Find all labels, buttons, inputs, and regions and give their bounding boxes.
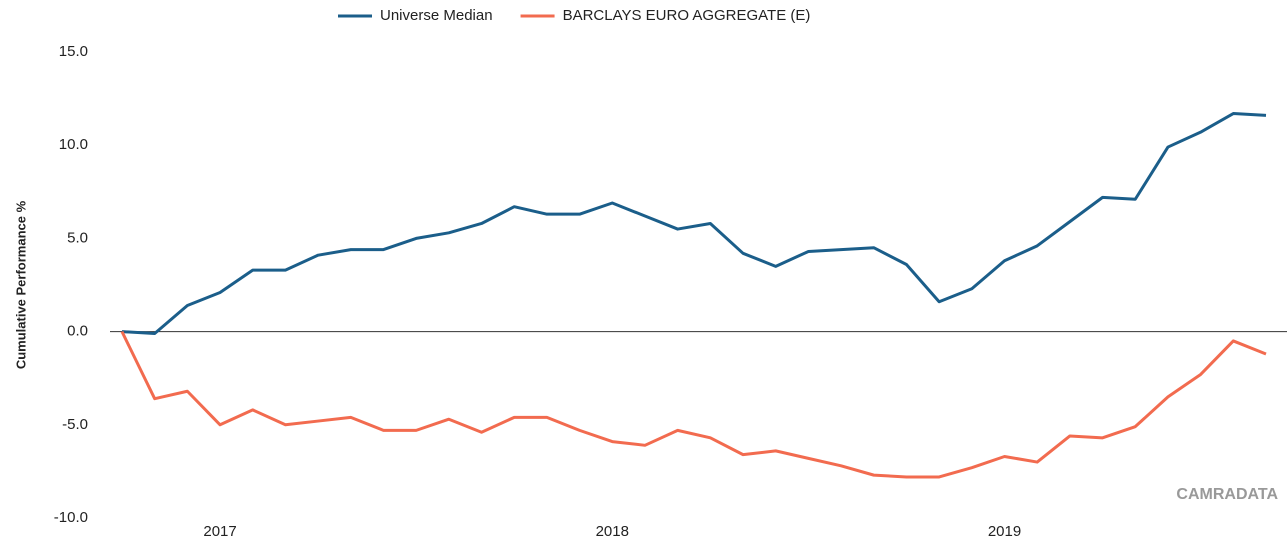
y-tick-label: -5.0 [62,416,88,433]
legend-label: Universe Median [380,7,493,24]
y-tick-label: 15.0 [59,43,88,60]
y-axis-label: Cumulative Performance % [13,200,28,369]
y-tick-label: -10.0 [54,509,88,526]
watermark: CAMRADATA [1176,486,1278,503]
y-tick-label: 10.0 [59,136,88,153]
y-tick-label: 0.0 [67,323,88,340]
y-tick-label: 5.0 [67,229,88,246]
series-line [121,112,1267,335]
x-tick-label: 2018 [596,523,629,540]
legend-label: BARCLAYS EURO AGGREGATE (E) [563,7,811,24]
x-tick-label: 2019 [988,523,1021,540]
x-tick-label: 2017 [203,523,236,540]
series-line [120,330,1267,479]
